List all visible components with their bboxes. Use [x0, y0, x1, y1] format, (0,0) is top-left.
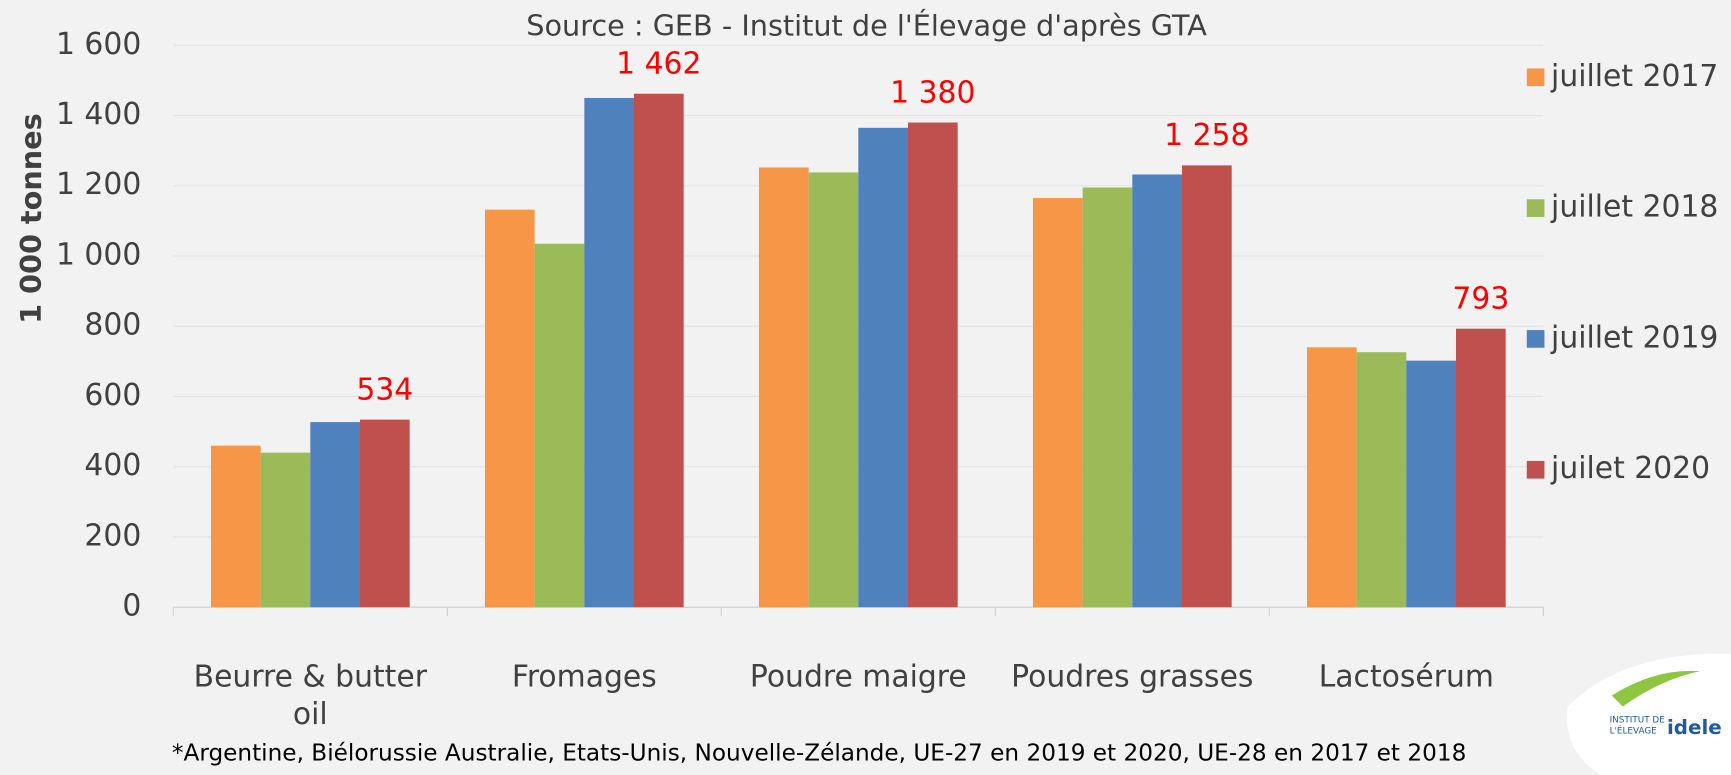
- bar: [1132, 174, 1183, 608]
- bar: [858, 127, 909, 608]
- y-tick-label: 400: [84, 448, 141, 483]
- x-tick-label-box: Lactosérum: [1318, 660, 1494, 695]
- bar: [758, 167, 809, 608]
- legend-label: juillet 2017: [1550, 59, 1718, 94]
- x-tick-label: Lactosérum: [1318, 660, 1494, 695]
- y-tick-label: 1 200: [56, 167, 141, 202]
- logo: INSTITUT DE L'ÉLEVAGE idele: [1566, 653, 1731, 775]
- data-label: 793: [1452, 281, 1509, 316]
- y-tick-label: 800: [84, 308, 141, 343]
- bar: [908, 122, 958, 608]
- legend-swatch: [1526, 460, 1545, 479]
- y-tick-label: 1 000: [56, 237, 141, 272]
- legend-label: juillet 2019: [1550, 320, 1718, 355]
- x-tick-label: Poudre maigre: [749, 660, 967, 695]
- data-label: 1 462: [616, 47, 701, 82]
- x-tick-label-box: Poudre maigre: [749, 660, 967, 695]
- logo-swoosh: [1611, 670, 1701, 707]
- bar: [210, 445, 261, 608]
- x-tick-label-box: Poudres grasses: [1011, 660, 1254, 695]
- bar: [310, 422, 360, 608]
- x-tick-label: Poudres grasses: [1011, 660, 1254, 695]
- bar: [808, 172, 859, 608]
- data-label: 1 258: [1164, 118, 1249, 153]
- bar: [584, 97, 635, 608]
- bar: [534, 243, 585, 608]
- y-tick-label: 0: [122, 589, 141, 624]
- y-tick-label: 200: [84, 518, 141, 553]
- legend-swatch: [1526, 68, 1545, 87]
- y-tick-label: 1 600: [56, 27, 141, 62]
- footnote: *Argentine, Biélorussie Australie, Etats…: [172, 740, 1466, 767]
- legend-swatch: [1526, 330, 1545, 348]
- bar: [1182, 165, 1232, 608]
- data-label: 1 380: [890, 75, 975, 110]
- bar: [359, 419, 410, 608]
- bar: [1356, 352, 1407, 608]
- logo-brand: idele: [1667, 716, 1722, 739]
- bar: [1456, 328, 1506, 608]
- x-tick-label: Fromages: [511, 660, 657, 695]
- legend-label: juillet 2018: [1550, 190, 1718, 225]
- x-tick-label: Beurre & butter oil: [193, 660, 427, 732]
- logo-text: INSTITUT DE: [1610, 715, 1666, 725]
- bar: [1306, 347, 1357, 608]
- bar: [1082, 187, 1133, 608]
- bar: [484, 209, 535, 608]
- legend-swatch: [1526, 199, 1545, 217]
- bar: [634, 93, 684, 608]
- bar: [1032, 198, 1083, 608]
- x-tick-label-box: Beurre & butter oil: [193, 660, 427, 732]
- legend-label: juilet 2020: [1550, 451, 1710, 486]
- logo-text: L'ÉLEVAGE: [1610, 724, 1658, 736]
- x-tick-label-box: Fromages: [511, 660, 657, 695]
- y-tick-label: 1 400: [56, 97, 141, 132]
- data-label: 534: [356, 372, 413, 407]
- y-tick-label: 600: [84, 378, 141, 413]
- y-axis-label: 1 000 tonnes: [14, 113, 48, 324]
- logo-shape: [1566, 653, 1731, 775]
- bar: [1406, 360, 1457, 608]
- bar: [260, 452, 311, 608]
- chart-title: Source : GEB - Institut de l'Élevage d'a…: [526, 9, 1207, 43]
